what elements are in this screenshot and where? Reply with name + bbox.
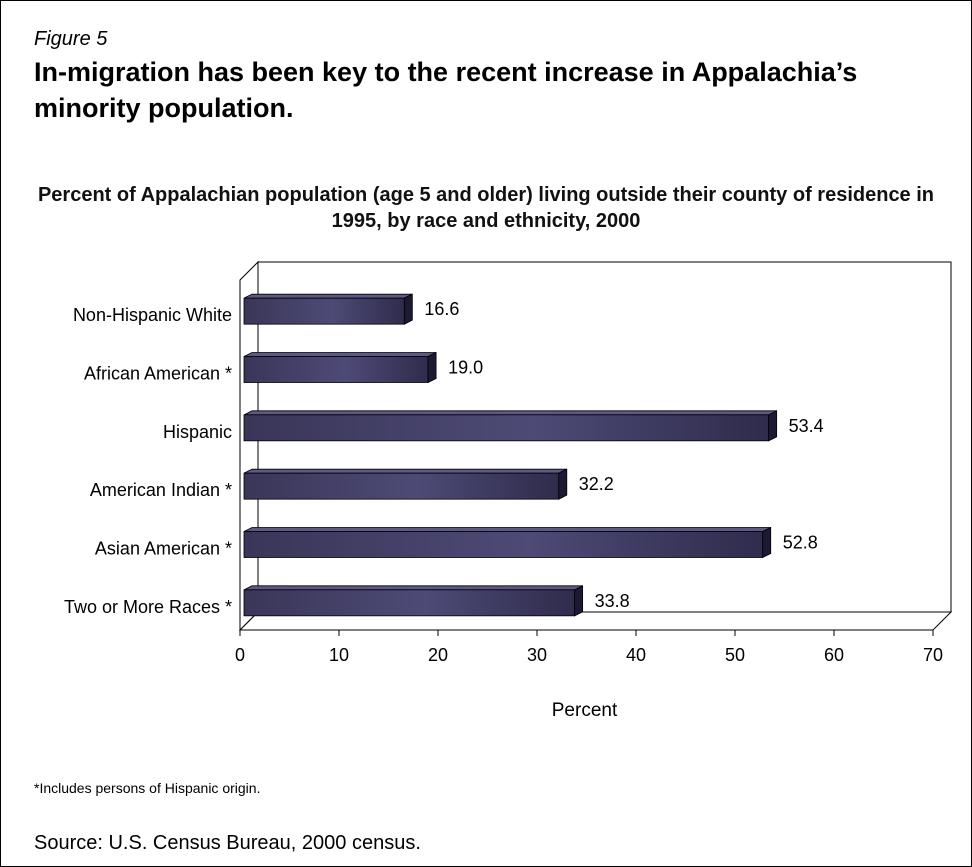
chart-title: Percent of Appalachian population (age 5… <box>37 184 935 232</box>
bar-end-face <box>403 293 413 325</box>
bar-front-face <box>243 356 429 383</box>
bar-end-face <box>574 585 584 617</box>
x-tick-label: 20 <box>428 645 448 665</box>
footnote: *Includes persons of Hispanic origin. <box>34 780 261 796</box>
x-tick-labels: 0 10 20 30 40 50 60 70 <box>235 630 943 665</box>
bar-end-face <box>558 468 568 500</box>
bar-front-face <box>243 531 764 558</box>
bar-value-label: 53.4 <box>789 416 824 436</box>
bar-end-face <box>762 526 772 559</box>
category-label: American Indian * <box>90 480 232 500</box>
bar <box>243 468 568 500</box>
bar <box>243 293 413 325</box>
bar <box>243 585 584 617</box>
bar-top-face <box>243 468 567 474</box>
bar-value-label: 52.8 <box>783 533 818 553</box>
category-label: Non-Hispanic White <box>73 305 232 325</box>
x-tick-label: 30 <box>527 645 547 665</box>
bar-value-label: 32.2 <box>579 474 614 494</box>
bar <box>243 526 772 559</box>
plot-floor <box>238 611 953 631</box>
bar-top-face <box>243 352 437 357</box>
figure-headline: In-migration has been key to the recent … <box>34 57 858 123</box>
bar-value-label: 16.6 <box>424 299 459 319</box>
category-label: African American * <box>84 364 232 384</box>
bar <box>243 410 778 442</box>
bar-end-face <box>427 351 437 384</box>
bar-value-label: 33.8 <box>595 591 630 611</box>
bar-end-face <box>768 410 778 442</box>
x-tick-label: 50 <box>725 645 745 665</box>
category-labels: Non-Hispanic White African American * Hisp… <box>64 305 232 617</box>
bar-front-face <box>243 297 405 325</box>
bar-front-face <box>243 472 560 500</box>
x-tick-label: 10 <box>329 645 349 665</box>
bar-top-face <box>243 293 413 299</box>
x-tick-label: 70 <box>923 645 943 665</box>
category-label: Hispanic <box>163 422 232 442</box>
bar-top-face <box>243 410 777 416</box>
bar-front-face <box>243 589 576 617</box>
bar-front-face <box>243 414 770 442</box>
bar <box>243 351 437 384</box>
category-label: Two or More Races * <box>64 597 232 617</box>
x-tick-label: 0 <box>235 645 245 665</box>
figure-label: Figure 5 <box>34 28 108 50</box>
bar-top-face <box>243 527 771 532</box>
source-note: Source: U.S. Census Bureau, 2000 census. <box>34 832 421 854</box>
bar-value-label: 19.0 <box>448 358 483 378</box>
bar-chart: 16.6 19.0 53.4 32.2 52.8 33.8 Non-Hispanic Wh… <box>64 260 953 721</box>
x-tick-label: 60 <box>824 645 844 665</box>
x-axis-title: Percent <box>552 700 618 721</box>
bar-top-face <box>243 585 583 591</box>
x-tick-label: 40 <box>626 645 646 665</box>
category-label: Asian American * <box>95 539 232 559</box>
bars-group: 16.6 19.0 53.4 32.2 52.8 33.8 <box>243 293 824 617</box>
